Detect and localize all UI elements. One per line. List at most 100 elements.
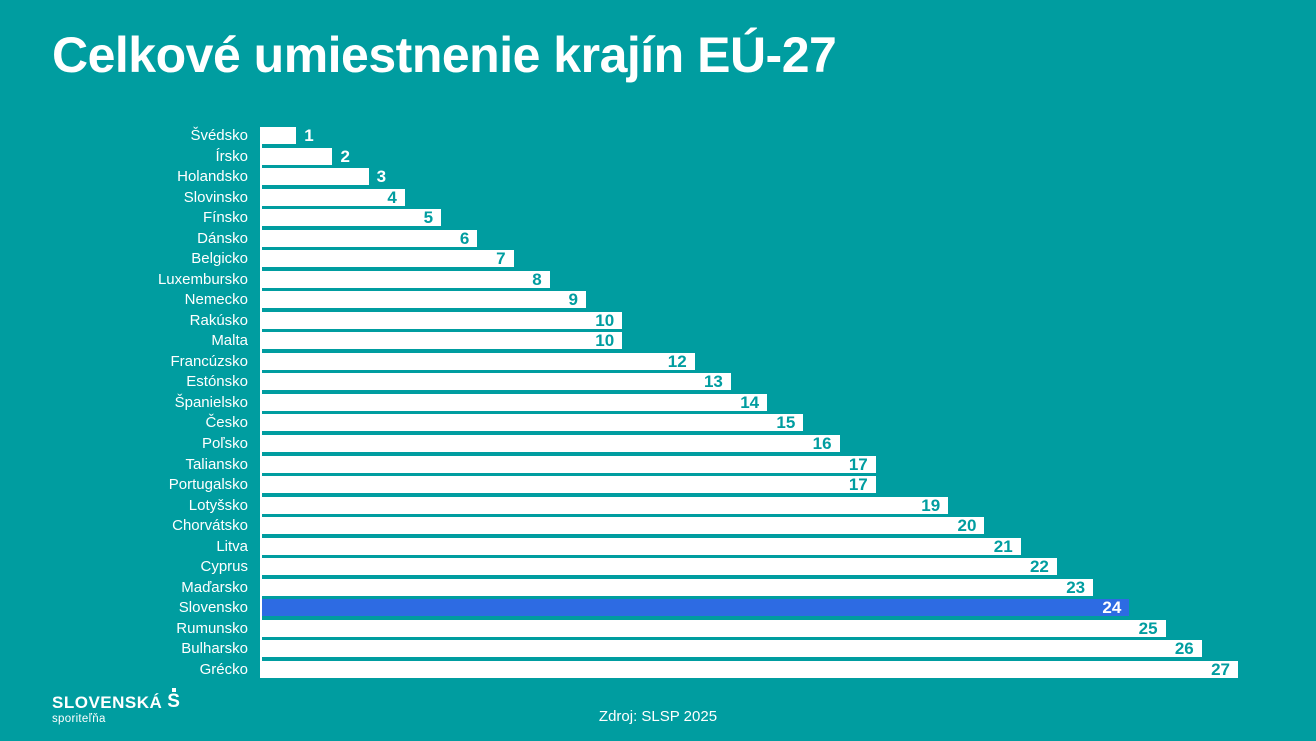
chart-row: Grécko 27 xyxy=(0,660,1280,678)
country-label: Nemecko xyxy=(184,291,248,309)
bar-track: 17 xyxy=(260,454,1238,474)
country-label: Luxembursko xyxy=(157,270,248,288)
bar: 9 xyxy=(260,291,586,309)
value-label: 3 xyxy=(376,167,387,187)
chart-row: Rakúsko 10 xyxy=(0,310,1280,330)
bar: 21 xyxy=(260,537,1021,555)
value-label: 8 xyxy=(532,269,542,289)
bar-track: 20 xyxy=(260,516,1238,536)
bar-track: 23 xyxy=(260,577,1238,597)
chart-row: Švédsko 1 xyxy=(0,127,1280,144)
country-label: Litva xyxy=(216,537,248,555)
value-label: 7 xyxy=(496,249,506,269)
country-label: Bulharsko xyxy=(181,640,248,658)
chart-row: Estónsko 13 xyxy=(0,373,1280,391)
chart-row: Fínsko 5 xyxy=(0,208,1280,228)
bar: 23 xyxy=(260,577,1094,597)
value-label: 22 xyxy=(1029,557,1049,577)
chart-row: Írsko 2 xyxy=(0,146,1280,166)
country-label: Francúzsko xyxy=(170,352,248,370)
country-label: Rakúsko xyxy=(189,311,248,329)
bar-track: 22 xyxy=(260,557,1238,577)
bar-track: 8 xyxy=(260,269,1238,289)
chart-row: Česko 15 xyxy=(0,413,1280,433)
country-label: Rumunsko xyxy=(176,619,248,637)
value-label: 24 xyxy=(1102,598,1122,618)
bar: 15 xyxy=(260,413,804,433)
chart-row: Portugalsko 17 xyxy=(0,476,1280,494)
country-label: Grécko xyxy=(199,660,248,678)
brand-name: SLOVENSKÁ xyxy=(52,693,163,712)
country-label: Chorvátsko xyxy=(172,517,248,535)
bar-track: 21 xyxy=(260,537,1238,555)
chart-row: Luxembursko 8 xyxy=(0,269,1280,289)
value-label: 26 xyxy=(1174,639,1194,659)
bar: 10 xyxy=(260,310,623,330)
bar-track: 26 xyxy=(260,639,1238,659)
value-label: 10 xyxy=(595,310,615,330)
bar-track: 5 xyxy=(260,208,1238,228)
chart-row: Rumunsko 25 xyxy=(0,619,1280,637)
bar: 25 xyxy=(260,619,1166,637)
value-label: 2 xyxy=(340,146,350,166)
y-axis-line xyxy=(260,127,262,678)
erste-s-dot xyxy=(171,688,176,692)
value-label: 10 xyxy=(595,331,615,351)
value-label: 6 xyxy=(459,228,470,248)
bar-track: 24 xyxy=(260,598,1238,618)
country-label: Estónsko xyxy=(186,373,248,391)
chart-row: Španielsko 14 xyxy=(0,392,1280,412)
bar xyxy=(260,127,297,144)
chart-row: Nemecko 9 xyxy=(0,291,1280,309)
brand-subtitle: sporiteľňa xyxy=(52,713,106,725)
country-label: Poľsko xyxy=(201,434,248,452)
value-label: 15 xyxy=(776,413,796,433)
brand-logo: SLOVENSKÁ S sporiteľňa xyxy=(52,688,180,726)
bar: 20 xyxy=(260,516,985,536)
bar: 4 xyxy=(260,188,405,206)
bar: 27 xyxy=(260,660,1238,678)
bar: 14 xyxy=(260,392,768,412)
bar: 12 xyxy=(260,351,695,371)
bar-track: 19 xyxy=(260,496,1238,514)
chart-row: Maďarsko 23 xyxy=(0,577,1280,597)
value-label: 5 xyxy=(423,208,434,228)
country-label: Malta xyxy=(211,332,248,350)
value-label: 17 xyxy=(848,454,868,474)
country-label: Írsko xyxy=(215,147,248,165)
chart-row: Poľsko 16 xyxy=(0,434,1280,452)
source-note: Zdroj: SLSP 2025 xyxy=(598,708,718,725)
chart-row: Holandsko 3 xyxy=(0,167,1280,187)
bar-track: 1 xyxy=(260,127,1238,144)
country-label: Portugalsko xyxy=(168,476,248,494)
value-label: 14 xyxy=(740,392,760,412)
bar: 26 xyxy=(260,639,1202,659)
bar-highlighted: 24 xyxy=(260,598,1130,618)
bar-chart: Švédsko 1 Írsko 2 Holandsko 3 Slovinsko 4 Fínsko… xyxy=(0,127,1280,678)
country-label: Česko xyxy=(205,414,248,432)
bar-track: 16 xyxy=(260,434,1238,452)
country-label: Španielsko xyxy=(174,393,248,411)
chart-row: Dánsko 6 xyxy=(0,228,1280,248)
chart-row: Chorvátsko 20 xyxy=(0,516,1280,536)
bar: 7 xyxy=(260,249,514,269)
bar: 10 xyxy=(260,331,623,351)
bar: 6 xyxy=(260,228,478,248)
bar-track: 6 xyxy=(260,228,1238,248)
erste-s-letter: S xyxy=(167,691,180,712)
value-label: 20 xyxy=(957,516,977,536)
chart-row: Taliansko 17 xyxy=(0,454,1280,474)
country-label: Taliansko xyxy=(185,455,248,473)
chart-row: Cyprus 22 xyxy=(0,557,1280,577)
chart-row: Francúzsko 12 xyxy=(0,351,1280,371)
value-label: 23 xyxy=(1066,577,1086,597)
bar: 19 xyxy=(260,496,949,514)
country-label: Dánsko xyxy=(197,229,248,247)
value-label: 12 xyxy=(667,351,687,371)
chart-row: Slovinsko 4 xyxy=(0,188,1280,206)
bar-track: 10 xyxy=(260,331,1238,351)
bar-track: 10 xyxy=(260,310,1238,330)
country-label: Slovensko xyxy=(178,599,248,617)
chart-row: Bulharsko 26 xyxy=(0,639,1280,659)
